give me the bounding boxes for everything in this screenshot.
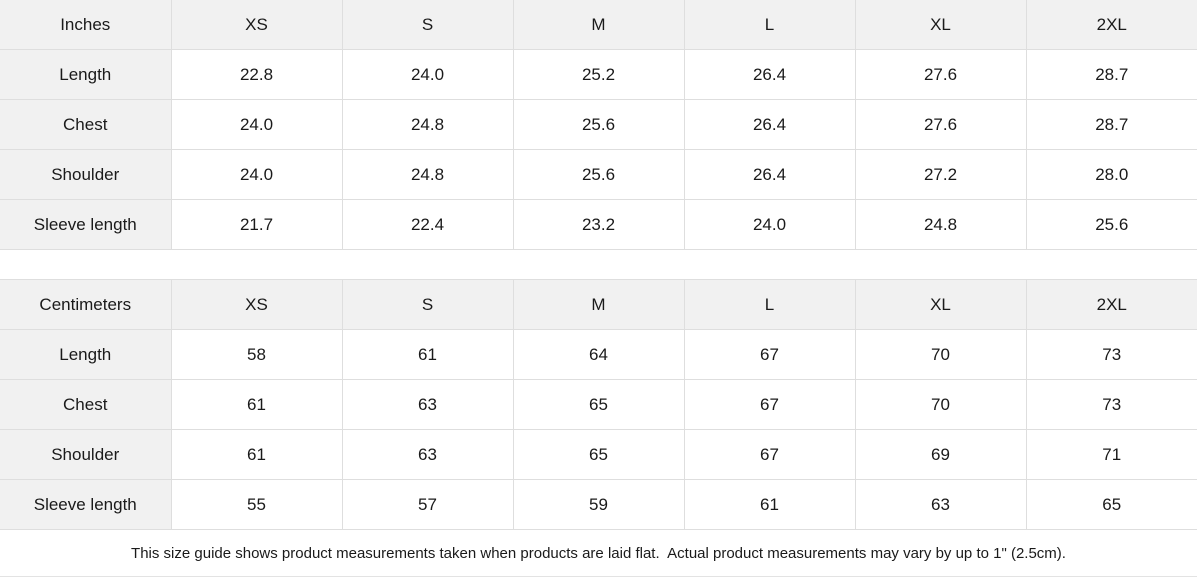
- value-cell: 25.6: [1025, 199, 1197, 250]
- value-cell: 61: [170, 429, 343, 480]
- row-label-cell: Sleeve length: [0, 479, 172, 530]
- size-header-cell: M: [512, 0, 685, 50]
- size-header-cell: L: [683, 279, 856, 330]
- size-header-cell: L: [683, 0, 856, 50]
- row-label-cell: Shoulder: [0, 429, 172, 480]
- table-row: Sleeve length 21.7 22.4 23.2 24.0 24.8 2…: [0, 199, 1197, 250]
- table-separator: [0, 249, 1197, 280]
- unit-header-cell: Centimeters: [0, 279, 172, 330]
- size-guide-table: Inches XS S M L XL 2XL Length 22.8 24.0 …: [0, 0, 1197, 530]
- table-row: Chest 61 63 65 67 70 73: [0, 379, 1197, 430]
- size-header-cell: XS: [170, 279, 343, 330]
- value-cell: 70: [854, 379, 1027, 430]
- value-cell: 63: [854, 479, 1027, 530]
- value-cell: 24.0: [683, 199, 856, 250]
- table-row: Shoulder 61 63 65 67 69 71: [0, 429, 1197, 480]
- value-cell: 59: [512, 479, 685, 530]
- value-cell: 63: [341, 379, 514, 430]
- row-label-cell: Shoulder: [0, 149, 172, 200]
- value-cell: 55: [170, 479, 343, 530]
- value-cell: 64: [512, 329, 685, 380]
- value-cell: 70: [854, 329, 1027, 380]
- value-cell: 22.8: [170, 49, 343, 100]
- table-row: Length 58 61 64 67 70 73: [0, 329, 1197, 380]
- separator-cell: [0, 249, 1197, 280]
- value-cell: 61: [341, 329, 514, 380]
- value-cell: 25.6: [512, 149, 685, 200]
- value-cell: 65: [1025, 479, 1197, 530]
- value-cell: 27.6: [854, 99, 1027, 150]
- value-cell: 23.2: [512, 199, 685, 250]
- table-row: Chest 24.0 24.8 25.6 26.4 27.6 28.7: [0, 99, 1197, 150]
- value-cell: 67: [683, 429, 856, 480]
- value-cell: 25.2: [512, 49, 685, 100]
- size-header-cell: XL: [854, 0, 1027, 50]
- value-cell: 28.7: [1025, 99, 1197, 150]
- value-cell: 73: [1025, 379, 1197, 430]
- size-header-cell: 2XL: [1025, 0, 1197, 50]
- size-header-cell: S: [341, 0, 514, 50]
- value-cell: 24.0: [341, 49, 514, 100]
- value-cell: 67: [683, 379, 856, 430]
- value-cell: 26.4: [683, 49, 856, 100]
- value-cell: 26.4: [683, 149, 856, 200]
- value-cell: 28.7: [1025, 49, 1197, 100]
- value-cell: 71: [1025, 429, 1197, 480]
- size-header-cell: 2XL: [1025, 279, 1197, 330]
- value-cell: 27.2: [854, 149, 1027, 200]
- value-cell: 69: [854, 429, 1027, 480]
- value-cell: 24.8: [854, 199, 1027, 250]
- row-label-cell: Chest: [0, 379, 172, 430]
- table-header-row-centimeters: Centimeters XS S M L XL 2XL: [0, 279, 1197, 330]
- row-label-cell: Length: [0, 329, 172, 380]
- value-cell: 24.0: [170, 99, 343, 150]
- value-cell: 28.0: [1025, 149, 1197, 200]
- table-row: Shoulder 24.0 24.8 25.6 26.4 27.2 28.0: [0, 149, 1197, 200]
- value-cell: 21.7: [170, 199, 343, 250]
- value-cell: 63: [341, 429, 514, 480]
- table-header-row-inches: Inches XS S M L XL 2XL: [0, 0, 1197, 50]
- unit-header-cell: Inches: [0, 0, 172, 50]
- value-cell: 65: [512, 379, 685, 430]
- size-header-cell: M: [512, 279, 685, 330]
- value-cell: 24.8: [341, 99, 514, 150]
- value-cell: 61: [170, 379, 343, 430]
- table-row: Length 22.8 24.0 25.2 26.4 27.6 28.7: [0, 49, 1197, 100]
- value-cell: 22.4: [341, 199, 514, 250]
- value-cell: 27.6: [854, 49, 1027, 100]
- row-label-cell: Length: [0, 49, 172, 100]
- value-cell: 57: [341, 479, 514, 530]
- value-cell: 73: [1025, 329, 1197, 380]
- size-header-cell: XS: [170, 0, 343, 50]
- value-cell: 24.0: [170, 149, 343, 200]
- value-cell: 67: [683, 329, 856, 380]
- row-label-cell: Sleeve length: [0, 199, 172, 250]
- value-cell: 61: [683, 479, 856, 530]
- value-cell: 58: [170, 329, 343, 380]
- size-header-cell: S: [341, 279, 514, 330]
- value-cell: 65: [512, 429, 685, 480]
- table-row: Sleeve length 55 57 59 61 63 65: [0, 479, 1197, 530]
- value-cell: 24.8: [341, 149, 514, 200]
- measurement-disclaimer: This size guide shows product measuremen…: [0, 530, 1197, 577]
- row-label-cell: Chest: [0, 99, 172, 150]
- size-header-cell: XL: [854, 279, 1027, 330]
- value-cell: 26.4: [683, 99, 856, 150]
- value-cell: 25.6: [512, 99, 685, 150]
